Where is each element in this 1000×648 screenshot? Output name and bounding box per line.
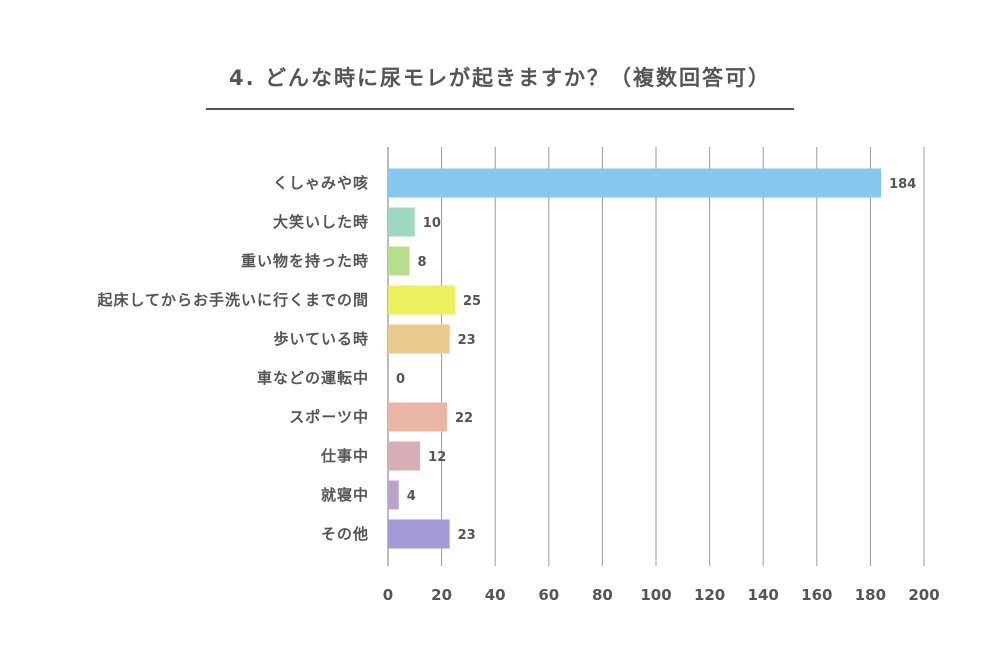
data-label: 184: [889, 177, 916, 192]
data-label: 12: [428, 450, 446, 465]
bar: [388, 324, 450, 354]
x-tick-label: 40: [485, 586, 506, 604]
bar: [388, 402, 447, 432]
category-label: くしゃみや咳: [273, 174, 369, 192]
data-label: 25: [463, 294, 481, 309]
category-label: 仕事中: [320, 447, 369, 465]
x-tick-label: 160: [801, 586, 832, 604]
x-tick-label: 180: [855, 586, 886, 604]
x-tick-label: 0: [383, 586, 393, 604]
category-label: スポーツ中: [289, 408, 369, 426]
bar: [388, 168, 882, 198]
category-label: 歩いている時: [273, 330, 369, 348]
x-tick-label: 200: [908, 586, 939, 604]
x-tick-label: 120: [694, 586, 725, 604]
bar: [388, 441, 421, 471]
data-label: 23: [458, 333, 476, 348]
bar: [388, 519, 450, 549]
x-tick-label: 80: [592, 586, 613, 604]
data-label: 22: [455, 411, 473, 426]
category-label: 車などの運転中: [257, 369, 369, 387]
category-label: その他: [321, 525, 369, 543]
category-label: 就寝中: [321, 486, 369, 504]
bar: [388, 246, 410, 276]
bar: [388, 480, 399, 510]
category-label: 大笑いした時: [273, 213, 369, 231]
category-label: 重い物を持った時: [241, 252, 369, 270]
data-label: 10: [423, 216, 441, 231]
x-tick-label: 20: [431, 586, 452, 604]
x-tick-label: 100: [640, 586, 671, 604]
data-label: 8: [417, 255, 426, 270]
data-label: 0: [396, 372, 405, 387]
bar: [388, 285, 455, 315]
x-tick-label: 60: [538, 586, 559, 604]
x-tick-label: 140: [748, 586, 779, 604]
category-label: 起床してからお手洗いに行くまでの間: [96, 291, 369, 309]
chart-title: 4. どんな時に尿モレが起きますか？（複数回答可）: [229, 66, 771, 90]
chart-title-underline: 4. どんな時に尿モレが起きますか？（複数回答可）: [206, 60, 794, 110]
bar: [388, 207, 415, 237]
data-label: 4: [407, 489, 416, 504]
data-label: 23: [458, 528, 476, 543]
